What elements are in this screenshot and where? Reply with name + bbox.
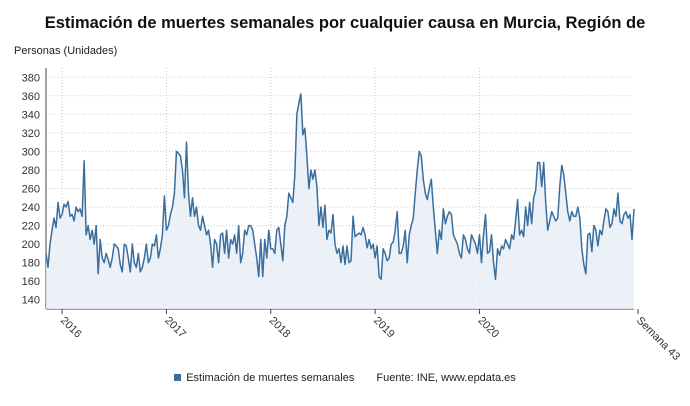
- y-tick-label: 340: [22, 109, 40, 121]
- y-tick-label: 380: [22, 72, 40, 84]
- y-axis-label: Personas (Unidades): [14, 45, 118, 57]
- legend-swatch: [174, 373, 182, 381]
- x-tick-label: Semana 43: [634, 315, 682, 363]
- y-tick-label: 280: [22, 165, 40, 177]
- y-tick-label: 220: [22, 221, 40, 233]
- x-tick-label: 2019: [371, 315, 397, 341]
- y-tick-label: 240: [22, 202, 40, 214]
- x-tick-label: 2018: [267, 315, 293, 341]
- y-tick-label: 180: [22, 258, 40, 270]
- x-tick-label: 2020: [475, 315, 501, 341]
- y-tick-label: 300: [22, 146, 40, 158]
- chart-legend: Estimación de muertes semanales Fuente: I…: [0, 372, 690, 384]
- chart-title: Estimación de muertes semanales por cual…: [44, 14, 646, 32]
- y-tick-label: 160: [22, 276, 40, 288]
- y-tick-label: 320: [22, 128, 40, 140]
- y-tick-label: 200: [22, 239, 40, 251]
- legend-series-label: Estimación de muertes semanales: [186, 372, 355, 384]
- series-area: [46, 93, 634, 309]
- y-tick-label: 360: [22, 91, 40, 103]
- x-tick-label: 2017: [162, 315, 188, 341]
- source-note: Fuente: INE, www.epdata.es: [376, 372, 516, 384]
- y-tick-label: 140: [22, 295, 40, 307]
- y-tick-label: 260: [22, 184, 40, 196]
- x-tick-label: 2016: [58, 315, 84, 341]
- series-line: [45, 93, 635, 281]
